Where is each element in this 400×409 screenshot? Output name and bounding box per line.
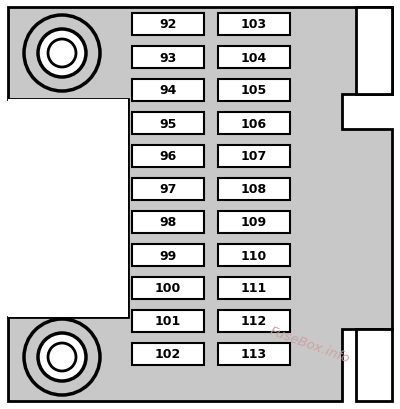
Text: 93: 93	[159, 52, 177, 64]
Bar	[132, 113, 204, 135]
Bar	[218, 80, 290, 102]
Text: 98: 98	[159, 216, 177, 229]
Bar	[218, 245, 290, 266]
Bar	[218, 343, 290, 365]
Text: 108: 108	[241, 183, 267, 196]
Bar	[218, 277, 290, 299]
Circle shape	[24, 319, 100, 395]
Bar	[132, 310, 204, 332]
Text: 107: 107	[241, 150, 267, 163]
Text: 106: 106	[241, 117, 267, 130]
Text: 101: 101	[155, 315, 181, 328]
Bar	[132, 277, 204, 299]
Text: 100: 100	[155, 282, 181, 295]
Text: 110: 110	[241, 249, 267, 262]
Circle shape	[38, 333, 86, 381]
Text: 104: 104	[241, 52, 267, 64]
Circle shape	[38, 30, 86, 78]
Text: 95: 95	[159, 117, 177, 130]
Bar	[218, 47, 290, 69]
Text: 102: 102	[155, 348, 181, 361]
Text: 111: 111	[241, 282, 267, 295]
Bar	[356, 329, 392, 401]
Circle shape	[24, 16, 100, 92]
Bar	[132, 211, 204, 234]
Circle shape	[48, 343, 76, 371]
Bar	[132, 245, 204, 266]
Bar	[218, 14, 290, 36]
Text: 97: 97	[159, 183, 177, 196]
Text: 96: 96	[159, 150, 177, 163]
Text: 103: 103	[241, 18, 267, 31]
Bar	[132, 146, 204, 168]
Bar	[218, 179, 290, 200]
Bar	[8, 100, 128, 317]
Text: FuseBox.info: FuseBox.info	[268, 324, 352, 365]
Bar	[218, 113, 290, 135]
Bar	[218, 146, 290, 168]
Bar	[218, 310, 290, 332]
Polygon shape	[8, 8, 392, 401]
Text: 113: 113	[241, 348, 267, 361]
Text: 94: 94	[159, 84, 177, 97]
Text: 105: 105	[241, 84, 267, 97]
Bar	[356, 8, 392, 95]
Text: 112: 112	[241, 315, 267, 328]
Text: 99: 99	[159, 249, 177, 262]
Bar	[132, 47, 204, 69]
Text: 109: 109	[241, 216, 267, 229]
Bar	[132, 80, 204, 102]
Text: 92: 92	[159, 18, 177, 31]
Bar	[132, 14, 204, 36]
Bar	[132, 343, 204, 365]
Circle shape	[48, 40, 76, 68]
Bar	[218, 211, 290, 234]
Bar	[132, 179, 204, 200]
